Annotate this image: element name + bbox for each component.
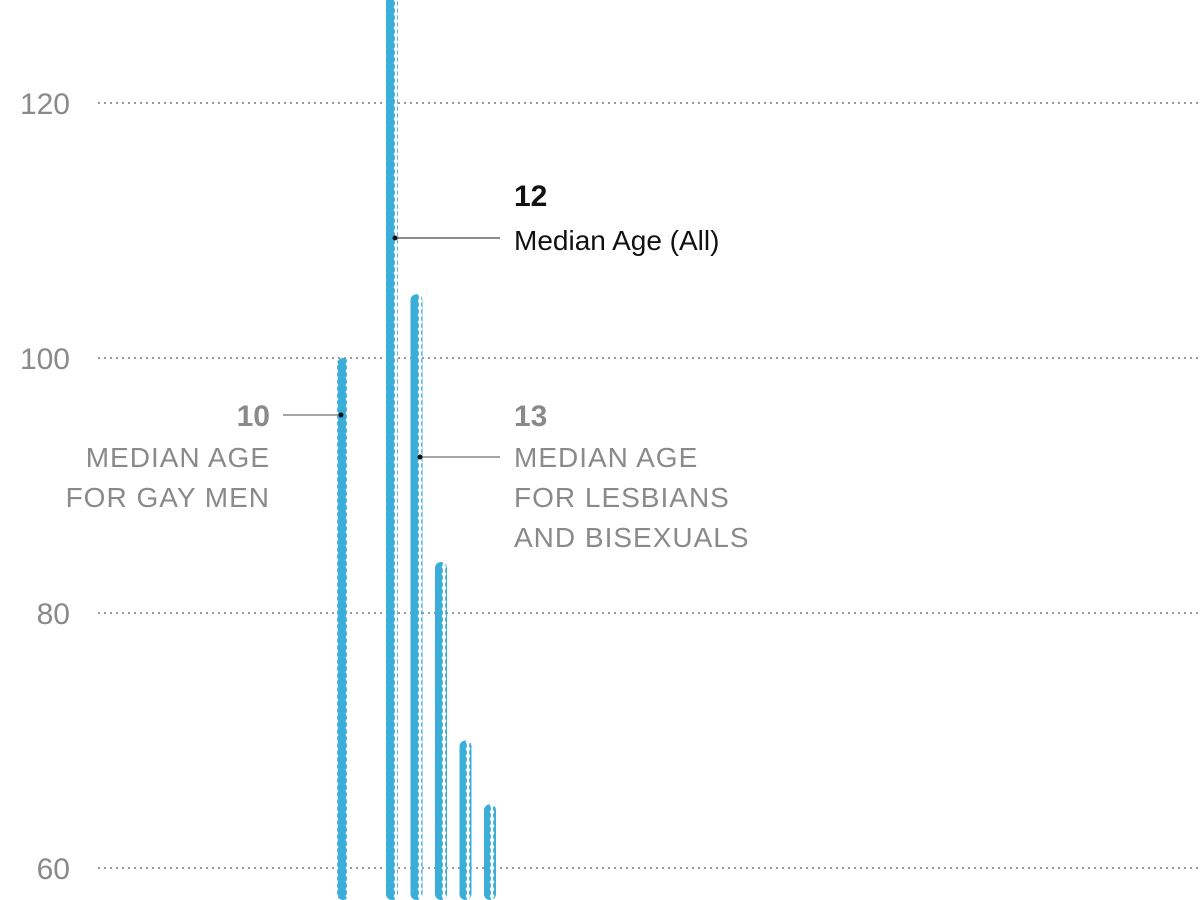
bar-age-12 <box>386 0 398 900</box>
annotation-label-lesbians-1: MEDIAN AGE <box>514 442 698 473</box>
annotation-label-gay-men-1: MEDIAN AGE <box>86 442 270 473</box>
annotation-number-all: 12 <box>514 180 547 213</box>
y-tick-label: 80 <box>37 598 70 631</box>
annotation-number-lesbians: 13 <box>514 400 547 433</box>
annotation-dot-all <box>392 235 398 241</box>
y-tick-label: 100 <box>20 343 70 376</box>
annotation-dot-gay-men <box>338 412 344 418</box>
annotation-label-lesbians-3: AND BISEXUALS <box>514 522 750 553</box>
bar-age-10 <box>337 358 349 900</box>
bar-age-14 <box>435 562 447 900</box>
annotation-label-all: Median Age (All) <box>514 225 719 256</box>
bar-age-13 <box>410 294 423 900</box>
annotation-label-gay-men-2: FOR GAY MEN <box>66 482 270 513</box>
annotation-label-lesbians-2: FOR LESBIANS <box>514 482 730 513</box>
annotation-number-gay-men: 10 <box>237 400 270 433</box>
y-tick-label: 60 <box>37 853 70 886</box>
bar-age-16 <box>484 804 496 900</box>
y-tick-label: 120 <box>20 88 70 121</box>
bar-age-15 <box>459 740 472 900</box>
annotation-dot-lesbians <box>417 454 423 460</box>
